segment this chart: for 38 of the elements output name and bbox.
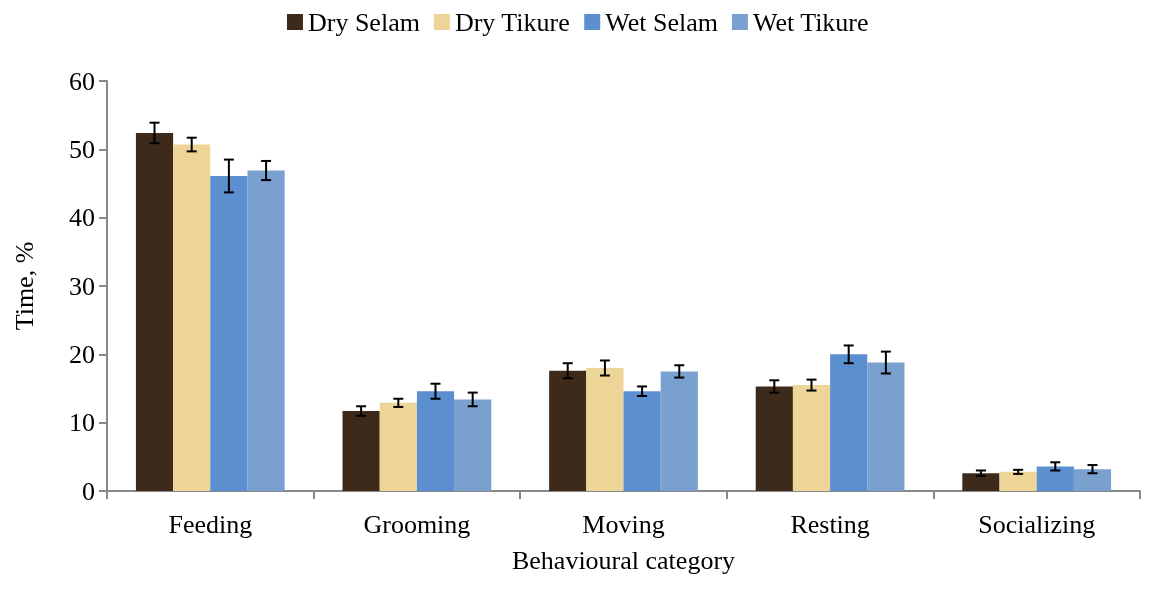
bar	[342, 411, 380, 491]
legend-label: Wet Selam	[605, 7, 718, 37]
y-tick-label: 0	[82, 476, 95, 506]
bar	[755, 386, 793, 491]
bar	[1073, 469, 1112, 491]
bar	[379, 402, 417, 491]
bar	[173, 144, 211, 491]
y-tick-label: 50	[69, 134, 95, 164]
legend-label: Dry Tikure	[454, 7, 570, 37]
bar	[549, 370, 587, 491]
x-tick-label: Moving	[582, 509, 665, 539]
y-tick-label: 40	[69, 203, 95, 233]
x-tick-label: Socializing	[978, 509, 1096, 539]
bar	[962, 473, 1000, 491]
y-tick-label: 10	[69, 408, 95, 438]
bar	[830, 354, 868, 491]
bar	[135, 132, 174, 491]
legend-label: Wet Tikure	[752, 7, 869, 37]
y-tick-label: 20	[69, 339, 95, 369]
x-axis-title: Behavioural category	[511, 545, 736, 575]
bar	[623, 391, 661, 491]
y-tick-label: 30	[69, 271, 95, 301]
x-tick-label: Resting	[790, 509, 870, 539]
x-tick-label: Feeding	[168, 509, 253, 539]
bar	[792, 385, 831, 491]
bar	[586, 368, 624, 491]
bar	[999, 471, 1037, 491]
bar	[867, 362, 905, 491]
bar	[210, 175, 248, 491]
legend-label: Dry Selam	[307, 7, 420, 37]
x-tick-label: Grooming	[363, 509, 471, 539]
bar	[1036, 466, 1074, 491]
y-axis-title: Time, %	[9, 241, 39, 331]
bar	[454, 399, 492, 491]
bar	[416, 391, 455, 491]
bar	[660, 371, 698, 491]
y-tick-label: 60	[69, 66, 95, 96]
bar	[247, 170, 285, 491]
